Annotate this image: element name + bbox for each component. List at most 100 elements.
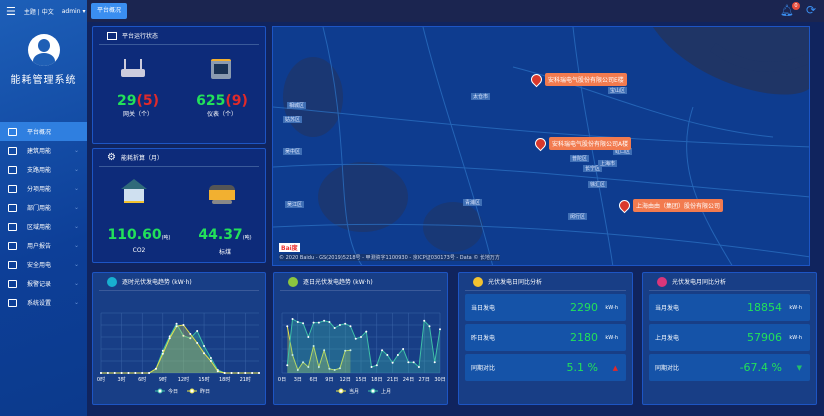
refresh-icon[interactable]: ⟳ [805, 3, 816, 17]
gateway-total: 29 [116, 93, 137, 109]
data-point [291, 318, 294, 320]
data-point [412, 361, 415, 364]
chevron-down-icon: ⌄ [73, 185, 79, 192]
stat-value: 57906 [747, 331, 782, 344]
data-point [148, 372, 151, 374]
legend-label[interactable]: 上月 [381, 388, 391, 395]
data-point [433, 361, 436, 364]
legend-marker [338, 388, 344, 394]
menu-icon [8, 298, 17, 307]
building-pin-icon [532, 135, 549, 152]
district-label: 姑苏区 [283, 116, 303, 123]
x-tick-label: 30日 [434, 377, 445, 383]
stat-value: 2180 [570, 331, 598, 344]
sidebar-item[interactable]: 系统设置 ⌄ [0, 293, 87, 312]
legend-label[interactable]: 昨日 [200, 388, 210, 395]
series-area [101, 323, 259, 373]
stat-unit: kW·h [605, 334, 618, 341]
data-point [127, 372, 130, 374]
x-tick-label: 18时 [219, 376, 230, 383]
data-point [375, 364, 378, 367]
gateway-offline: (5) [136, 93, 160, 109]
sidebar-item-label: 平台概况 [27, 129, 52, 136]
map-marker[interactable]: 安科瑞电气股份有限公司A楼 [532, 135, 632, 152]
stat-value: 18854 [747, 301, 782, 314]
data-point [141, 372, 144, 374]
menu-icon [8, 165, 17, 174]
data-point [244, 372, 247, 374]
panel-title: 能耗折算（月） [120, 155, 163, 162]
x-tick-label: 6日 [310, 377, 318, 383]
map-marker[interactable]: 上海由由（集团）股份有限公司 [616, 197, 724, 214]
data-point [134, 372, 137, 374]
district-label: 徐汇区 [588, 181, 608, 188]
data-point [333, 369, 336, 371]
menu-toggle-icon[interactable]: ☰ [6, 4, 16, 18]
x-tick-label: 21日 [387, 377, 398, 383]
sidebar-item[interactable]: 报警记录 ⌄ [0, 274, 87, 293]
stat-label: 当日发电 [471, 305, 496, 312]
map-copyright: © 2020 Baidu - GS(2019)5218号 - 甲测资字11009… [279, 254, 500, 261]
sidebar-item[interactable]: 用户报告 ⌄ [0, 236, 87, 255]
tab-platform-overview[interactable]: 平台概况 [91, 3, 128, 19]
x-tick-label: 21时 [240, 376, 251, 383]
gear-icon: ⚙ [107, 152, 116, 163]
sidebar-item-label: 用户报告 [27, 243, 52, 250]
data-point [113, 372, 116, 374]
theme-language-switch[interactable]: 主题 | 中文 [23, 8, 54, 16]
meter-icon [211, 59, 231, 79]
hourly-pv-chart-panel: 逐时光伏发电趋势 (kW·h) 0时 3时 6时 9时 12时 15时 18时 21时 今日 昨日 [92, 272, 266, 405]
menu-icon [8, 203, 17, 212]
map-marker[interactable]: 安科瑞电气股份有限公司E楼 [528, 71, 627, 88]
marker-label: 安科瑞电气股份有限公司A楼 [549, 137, 632, 150]
sidebar-item[interactable]: 部门用能 ⌄ [0, 198, 87, 217]
data-point [396, 354, 399, 356]
data-point [349, 325, 352, 328]
notification-badge: 0 [792, 2, 800, 10]
stat-label: 当月发电 [655, 305, 680, 312]
platform-status-panel: 平台运行状态 29(5) 网关（个） 625(9) 仪表（个） [92, 26, 266, 144]
series-area [287, 326, 351, 373]
coal-cart-icon [209, 185, 235, 205]
data-point [302, 322, 305, 325]
bell-icon[interactable]: 🔔︎ [780, 4, 794, 17]
sidebar-item[interactable]: 安全用电 ⌄ [0, 255, 87, 274]
data-point [175, 325, 178, 328]
menu-icon [8, 146, 17, 155]
panel-title: 平台运行状态 [122, 33, 159, 40]
data-point [423, 319, 426, 322]
data-point [338, 324, 341, 326]
x-tick-label: 3时 [118, 376, 126, 383]
chevron-down-icon: ⌄ [73, 147, 79, 154]
data-point [251, 372, 254, 374]
sidebar-item[interactable]: 支路用能 ⌄ [0, 160, 87, 179]
marker-label: 安科瑞电气股份有限公司E楼 [545, 73, 627, 86]
data-point [237, 372, 240, 374]
legend-label[interactable]: 当月 [349, 388, 359, 395]
district-label: 虹口区 [613, 148, 633, 155]
data-point [307, 336, 310, 338]
sidebar-item[interactable]: 分项用能 ⌄ [0, 179, 87, 198]
data-point [203, 352, 206, 355]
stat-row: 上月发电 57906 kW·h [649, 324, 810, 351]
data-point [365, 330, 368, 333]
sidebar-item[interactable]: 区域用能 ⌄ [0, 217, 87, 236]
user-menu[interactable]: admin ▾ [61, 7, 86, 15]
stat-value: 5.1 % [566, 361, 598, 374]
co2-label: CO2 [132, 247, 146, 254]
data-point [182, 334, 185, 337]
trend-down-icon: ▼ [796, 363, 802, 372]
x-tick-label: 3日 [294, 377, 302, 383]
sidebar-item[interactable]: 建筑用能 ⌄ [0, 141, 87, 160]
map[interactable]: 太仓市 宝山区 相城区 姑苏区 吴中区 吴江区 青浦区 普陀区 长宁区 徐汇区 虹口区 上海市 闵行区 … [272, 26, 810, 266]
solar-panel-icon [107, 276, 117, 287]
data-point [154, 367, 157, 370]
district-label: 太仓市 [471, 93, 491, 100]
menu-icon [8, 260, 17, 269]
menu-icon [8, 184, 17, 193]
sidebar-item[interactable]: 平台概况 [0, 122, 87, 141]
x-tick-label: 12时 [178, 376, 189, 383]
legend-label[interactable]: 今日 [168, 388, 178, 395]
